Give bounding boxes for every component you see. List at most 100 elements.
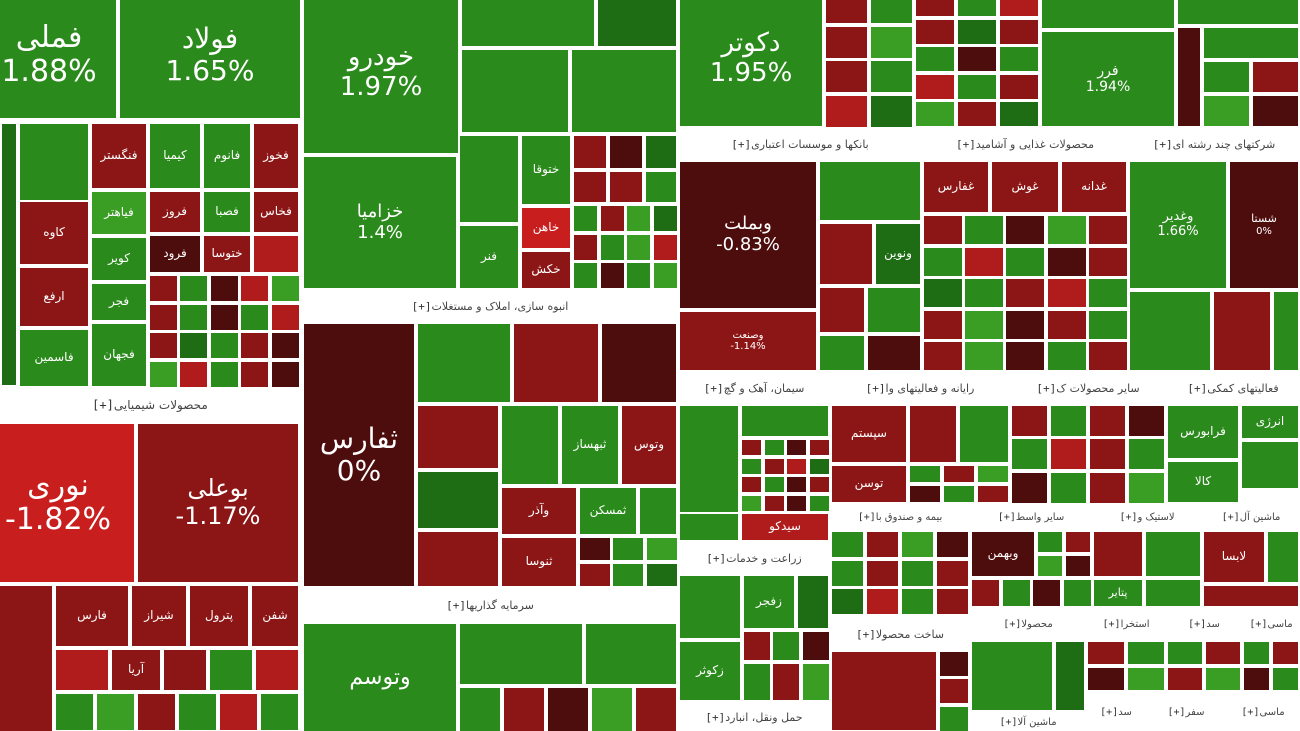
tile[interactable] — [1004, 277, 1046, 309]
tile-ferr[interactable]: فرر 1.94% — [1040, 30, 1176, 128]
sector-header-plastic[interactable]: لاستیک و [+] — [1092, 504, 1202, 530]
expand-marker[interactable]: [+] — [92, 398, 114, 412]
expand-marker[interactable]: [+] — [1152, 137, 1173, 151]
tile[interactable] — [1202, 94, 1251, 128]
tile[interactable] — [1088, 404, 1127, 438]
tile[interactable] — [254, 648, 300, 692]
tile[interactable] — [1064, 530, 1092, 554]
sector-header-extraction[interactable]: استخرا [+] — [1086, 608, 1166, 640]
tile-sidkou[interactable]: سیدکو — [740, 512, 830, 542]
sector-header-support[interactable]: فعالیتهای کمکی [+] — [1166, 372, 1300, 404]
tile[interactable] — [740, 475, 763, 494]
tile[interactable] — [956, 73, 998, 101]
tile[interactable] — [259, 692, 300, 731]
tile[interactable] — [209, 360, 240, 389]
tile[interactable] — [866, 286, 922, 334]
tile[interactable] — [270, 274, 301, 303]
tile[interactable] — [599, 261, 626, 290]
tile[interactable] — [645, 562, 679, 588]
tile[interactable] — [742, 630, 772, 662]
tile-fatousa[interactable]: ختوسا — [202, 234, 252, 274]
tile[interactable] — [208, 648, 254, 692]
tile[interactable] — [763, 457, 786, 476]
tile-kaveh[interactable]: کاوه — [18, 200, 90, 266]
tile-faira[interactable]: فیاهتر — [90, 190, 148, 236]
tile[interactable] — [742, 662, 772, 702]
tile[interactable] — [1010, 437, 1049, 471]
tile-enrg[interactable]: انرژی — [1240, 404, 1300, 440]
tile[interactable] — [1212, 290, 1272, 372]
expand-marker[interactable]: [+] — [411, 299, 432, 313]
tile[interactable] — [998, 45, 1040, 73]
tile[interactable] — [1004, 214, 1046, 246]
tile[interactable] — [218, 692, 259, 731]
tile[interactable] — [458, 134, 520, 224]
tile[interactable] — [740, 438, 763, 457]
tile[interactable] — [922, 340, 964, 372]
tile[interactable] — [963, 277, 1005, 309]
tile[interactable] — [209, 331, 240, 360]
tile[interactable] — [740, 457, 763, 476]
tile[interactable] — [1176, 0, 1300, 26]
tile[interactable] — [938, 677, 970, 705]
tile[interactable] — [584, 622, 678, 686]
tile[interactable] — [785, 475, 808, 494]
tile[interactable] — [818, 334, 866, 372]
tile[interactable] — [1062, 578, 1093, 608]
tile[interactable] — [830, 559, 865, 588]
tile-fanr[interactable]: فنر — [458, 224, 520, 290]
sector-header-insurance[interactable]: بیمه و صندوق با [+] — [830, 504, 970, 530]
tile[interactable] — [590, 686, 634, 731]
tile[interactable] — [866, 334, 922, 372]
tile[interactable] — [1087, 214, 1129, 246]
tile[interactable] — [1202, 26, 1300, 60]
tile-fanoum[interactable]: فانوم — [202, 122, 252, 190]
tile[interactable] — [1088, 437, 1127, 471]
tile[interactable] — [599, 233, 626, 262]
tile-khnakor[interactable]: فنگستر — [90, 122, 148, 190]
tile-farouz[interactable]: فروز — [148, 190, 202, 234]
tile[interactable] — [914, 0, 956, 18]
tile-zafajr[interactable]: زفجر — [742, 574, 796, 630]
expand-marker[interactable]: [+] — [855, 627, 876, 641]
tile[interactable] — [239, 360, 270, 389]
tile[interactable] — [1092, 530, 1144, 578]
expand-marker[interactable]: [+] — [1249, 618, 1268, 630]
tile[interactable] — [1046, 309, 1088, 341]
tile-fakhouz[interactable]: فخوز — [252, 122, 300, 190]
tile[interactable] — [416, 470, 500, 530]
tile[interactable] — [608, 134, 644, 170]
tile[interactable] — [914, 45, 956, 73]
tile[interactable] — [771, 662, 801, 702]
tile[interactable] — [740, 494, 763, 513]
tile[interactable] — [625, 261, 652, 290]
tile[interactable] — [148, 303, 179, 332]
tile-vasadr[interactable]: وآذر — [500, 486, 578, 536]
expand-marker[interactable]: [+] — [1102, 618, 1121, 630]
tile-vanbeh[interactable]: ونوین — [874, 222, 922, 286]
tile[interactable] — [600, 322, 678, 404]
sector-header-chemical[interactable]: محصولات شیمیایی [+] — [0, 388, 300, 422]
tile[interactable] — [830, 587, 865, 616]
tile[interactable] — [460, 0, 596, 48]
tile[interactable] — [572, 233, 599, 262]
expand-marker[interactable]: [+] — [1241, 706, 1260, 718]
tile[interactable] — [1036, 530, 1064, 554]
tile[interactable] — [970, 578, 1001, 608]
tile[interactable] — [239, 274, 270, 303]
tile[interactable] — [136, 692, 177, 731]
tile[interactable] — [1087, 246, 1129, 278]
tile[interactable] — [1144, 530, 1202, 578]
tile[interactable] — [460, 48, 570, 134]
tile[interactable] — [572, 204, 599, 233]
tile[interactable] — [1064, 554, 1092, 578]
tile[interactable] — [908, 484, 942, 504]
tile[interactable] — [1046, 214, 1088, 246]
tile-nouri[interactable]: نوری -1.82% — [0, 422, 136, 584]
tile[interactable] — [998, 100, 1040, 128]
tile[interactable] — [914, 18, 956, 46]
tile[interactable] — [914, 73, 956, 101]
tile[interactable] — [818, 286, 866, 334]
tile-kimia[interactable]: کیمیا — [148, 122, 202, 190]
tile[interactable] — [1166, 666, 1204, 692]
